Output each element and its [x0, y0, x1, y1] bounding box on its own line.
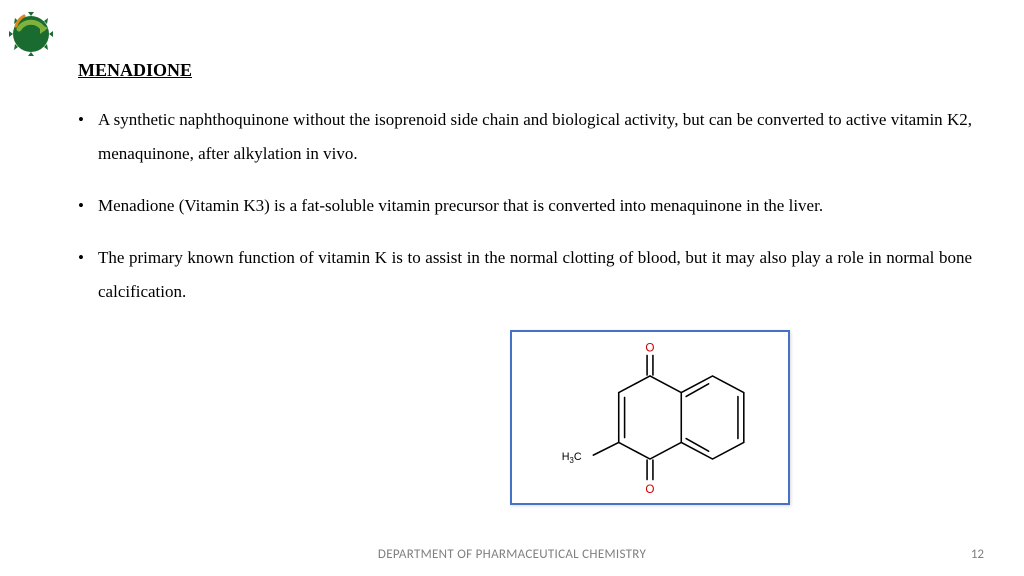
slide-content: MENADIONE A synthetic naphthoquinone wit… [78, 60, 972, 327]
bullet-list: A synthetic naphthoquinone without the i… [78, 103, 972, 309]
chemical-structure-box: O O H3C [510, 330, 790, 505]
oxygen-top-label: O [645, 342, 654, 355]
bullet-item: The primary known function of vitamin K … [78, 241, 972, 309]
footer-department: DEPARTMENT OF PHARMACEUTICAL CHEMISTRY [0, 547, 1024, 562]
bullet-item: Menadione (Vitamin K3) is a fat-soluble … [78, 189, 972, 223]
methyl-label: H3C [562, 451, 582, 465]
footer-page-number: 12 [971, 547, 984, 562]
institution-logo [4, 4, 58, 58]
slide-heading: MENADIONE [78, 60, 972, 81]
oxygen-bottom-label: O [645, 483, 654, 496]
bullet-item: A synthetic naphthoquinone without the i… [78, 103, 972, 171]
